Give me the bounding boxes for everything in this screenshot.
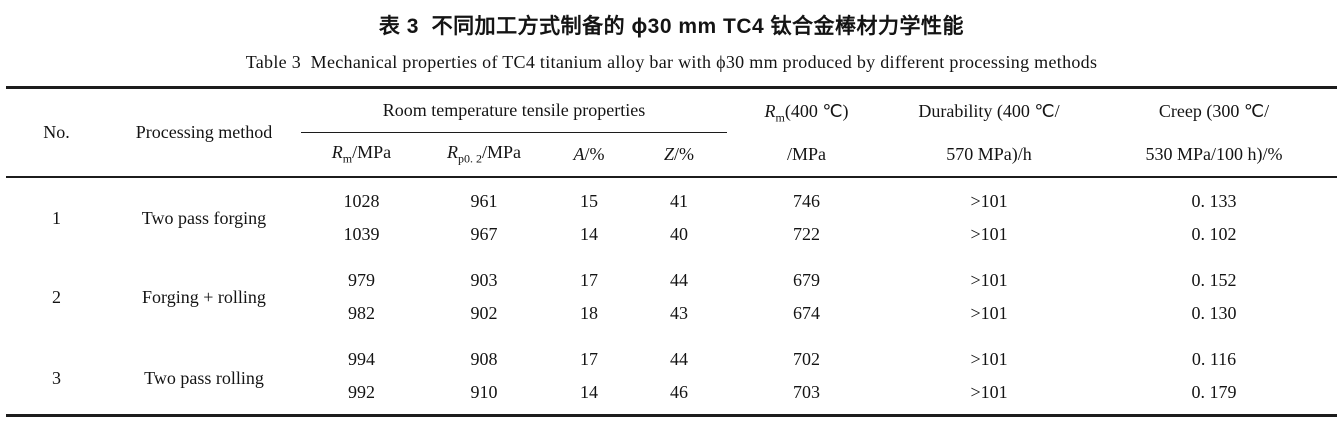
cell-z: 40: [669, 224, 688, 244]
cell-method: Forging + rolling: [142, 286, 266, 307]
col-header-reduction: Z/%: [631, 132, 727, 178]
cell-rp02: 908: [470, 349, 498, 369]
table-row: 992 910 14 46 703 >101 0. 179: [6, 376, 1336, 416]
col-header-durability: Durability (400 ℃/ 570 MPa)/h: [886, 87, 1092, 178]
cell-durability: >101: [970, 349, 1008, 369]
cell-rm400: 702: [793, 349, 821, 369]
cell-z: 44: [669, 349, 688, 369]
col-header-creep-line2: 530 MPa/100 h)/%: [1145, 143, 1283, 164]
cell-rm400: 722: [793, 224, 821, 244]
cell-creep: 0. 102: [1191, 224, 1237, 244]
cell-rp02: 910: [470, 382, 498, 402]
cell-creep: 0. 179: [1191, 382, 1237, 402]
cell-z: 44: [669, 270, 688, 290]
cell-a: 17: [579, 270, 598, 290]
cell-durability: >101: [970, 382, 1008, 402]
cell-rp02: 967: [470, 224, 498, 244]
cell-creep: 0. 133: [1191, 191, 1237, 211]
col-header-creep-line1: Creep (300 ℃/: [1158, 100, 1270, 121]
table-row: 3 Two pass rolling 994 908 17 44 702 >10…: [6, 330, 1336, 388]
cell-a: 15: [579, 191, 598, 211]
cell-method: Two pass forging: [141, 207, 267, 228]
col-header-durability-line2: 570 MPa)/h: [946, 143, 1032, 164]
cell-rm400: 703: [793, 382, 821, 402]
table-title-chinese: 表 3 不同加工方式制备的 ϕ30 mm TC4 钛合金棒材力学性能: [378, 15, 965, 38]
cell-no: 3: [51, 368, 61, 388]
cell-durability: >101: [970, 224, 1008, 244]
cell-rm400: 674: [793, 303, 821, 323]
mechanical-properties-table: No. Processing method Room temperature t…: [6, 86, 1337, 417]
cell-a: 18: [579, 303, 598, 323]
cell-creep: 0. 116: [1191, 349, 1237, 369]
table-row: 1 Two pass forging 1028 961 15 41 746 >1…: [6, 177, 1336, 228]
col-header-rp02: Rp0. 2/MPa: [421, 132, 547, 178]
col-header-no: No.: [6, 87, 107, 178]
cell-durability: >101: [970, 191, 1008, 211]
table-row: 1039 967 14 40 722 >101 0. 102: [6, 218, 1336, 251]
table-row: 982 902 18 43 674 >101 0. 130: [6, 297, 1336, 330]
cell-z: 41: [669, 191, 688, 211]
cell-z: 46: [669, 382, 688, 402]
cell-a: 14: [579, 382, 598, 402]
cell-rm: 1028: [343, 191, 380, 211]
table-row: 2 Forging + rolling 979 903 17 44 679 >1…: [6, 251, 1336, 307]
cell-rm400: 746: [793, 191, 821, 211]
cell-z: 43: [669, 303, 688, 323]
col-header-elongation: A/%: [546, 132, 632, 178]
col-header-rm: Rm/MPa: [301, 132, 422, 178]
cell-rm: 992: [347, 382, 375, 402]
cell-rp02: 902: [470, 303, 498, 323]
cell-rm400: 679: [793, 270, 821, 290]
cell-creep: 0. 152: [1191, 270, 1237, 290]
col-header-processing-method: Processing method: [106, 87, 302, 178]
cell-rm: 982: [347, 303, 375, 323]
cell-method: Two pass rolling: [144, 368, 264, 388]
cell-durability: >101: [970, 303, 1008, 323]
cell-a: 17: [579, 349, 598, 369]
cell-rp02: 903: [470, 270, 498, 290]
col-header-rm-400-line1: Rm(400 ℃): [764, 100, 849, 125]
cell-rp02: 961: [470, 191, 498, 211]
col-header-creep: Creep (300 ℃/ 530 MPa/100 h)/%: [1091, 87, 1337, 178]
col-header-rm-400-line2: /MPa: [787, 143, 827, 164]
cell-rm: 979: [347, 270, 375, 290]
cell-creep: 0. 130: [1191, 303, 1237, 323]
col-group-room-temp-tensile: Room temperature tensile properties: [301, 87, 727, 133]
cell-rm: 1039: [343, 224, 380, 244]
col-header-durability-line1: Durability (400 ℃/: [918, 100, 1060, 121]
cell-no: 1: [51, 207, 61, 228]
cell-no: 2: [51, 286, 61, 307]
cell-durability: >101: [970, 270, 1008, 290]
cell-a: 14: [579, 224, 598, 244]
cell-rm: 994: [347, 349, 375, 369]
col-header-rm-400: Rm(400 ℃) /MPa: [726, 87, 887, 178]
table-title-english: Table 3 Mechanical properties of TC4 tit…: [245, 52, 1098, 72]
